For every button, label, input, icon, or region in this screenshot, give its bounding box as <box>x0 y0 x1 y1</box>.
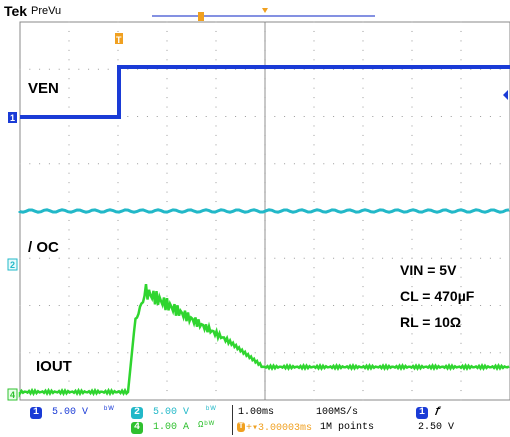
ch1-bw-icon: ᵇᵂ <box>103 405 114 415</box>
status-separator <box>232 405 233 435</box>
acquisition-mode: PreVu <box>31 5 62 17</box>
ch1-ground-marker-label: 1 <box>10 113 15 123</box>
trigger-t-marker <box>115 33 123 44</box>
trigger-slope-icon[interactable]: ƒ <box>435 406 442 417</box>
ch2-badge[interactable]: 2 <box>131 407 143 419</box>
ch2-ground-marker <box>7 258 18 271</box>
ch4-ground-marker-label: 4 <box>10 390 15 400</box>
ch4-ground-marker <box>7 388 18 401</box>
trigger-t-marker-label: T <box>116 35 122 45</box>
oc-waveform <box>18 208 510 214</box>
iout-waveform <box>18 283 510 398</box>
ch4-bw-icon: Ωᵇᵂ <box>198 420 215 430</box>
ch1-badge[interactable]: 1 <box>30 407 42 419</box>
annotation-vin: VIN = 5V <box>400 262 457 278</box>
trigger-level[interactable]: 2.50 V <box>418 422 455 433</box>
ch4-scale[interactable]: 1.00 A <box>153 422 190 433</box>
trigger-position-icon: T <box>237 422 245 432</box>
record-length: 1M points <box>320 422 375 433</box>
brand-logo: Tek <box>4 3 28 19</box>
trigger-source-badge[interactable]: 1 <box>416 407 428 419</box>
ch1-offscreen-indicator <box>503 90 508 100</box>
annotation-cl: CL = 470µF <box>400 288 475 304</box>
waveform-display: T 1 2 4 <box>7 8 510 401</box>
record-window-marker <box>198 12 204 21</box>
label-oc: / OC <box>28 239 59 256</box>
horizontal-position[interactable]: +▾3.00003ms <box>246 423 313 434</box>
ch1-scale[interactable]: 5.00 V <box>52 407 89 418</box>
ch2-scale[interactable]: 5.00 V <box>153 407 190 418</box>
status-bar: 1 5.00 V ᵇᵂ 2 5.00 V ᵇᵂ 4 1.00 A Ωᵇᵂ 1.0… <box>0 404 510 437</box>
ch1-ground-marker <box>8 112 17 123</box>
label-iout: IOUT <box>36 358 72 375</box>
ch4-badge[interactable]: 4 <box>131 422 143 434</box>
ch2-ground-marker-label: 2 <box>10 260 15 270</box>
ch2-bw-icon: ᵇᵂ <box>205 405 216 415</box>
ven-waveform <box>20 65 510 119</box>
trigger-position-marker <box>262 8 268 13</box>
annotation-rl: RL = 10Ω <box>400 314 462 330</box>
sample-rate: 100MS/s <box>316 407 359 418</box>
timebase-scale[interactable]: 1.00ms <box>238 407 275 418</box>
label-ven: VEN <box>28 80 59 97</box>
